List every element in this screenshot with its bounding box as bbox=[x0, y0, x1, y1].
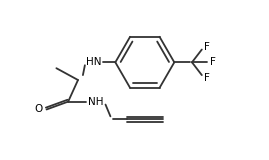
Text: O: O bbox=[34, 104, 43, 114]
Text: HN: HN bbox=[86, 57, 101, 67]
Text: F: F bbox=[204, 73, 210, 83]
Text: NH: NH bbox=[88, 97, 104, 107]
Text: F: F bbox=[210, 57, 215, 67]
Text: F: F bbox=[204, 42, 210, 52]
